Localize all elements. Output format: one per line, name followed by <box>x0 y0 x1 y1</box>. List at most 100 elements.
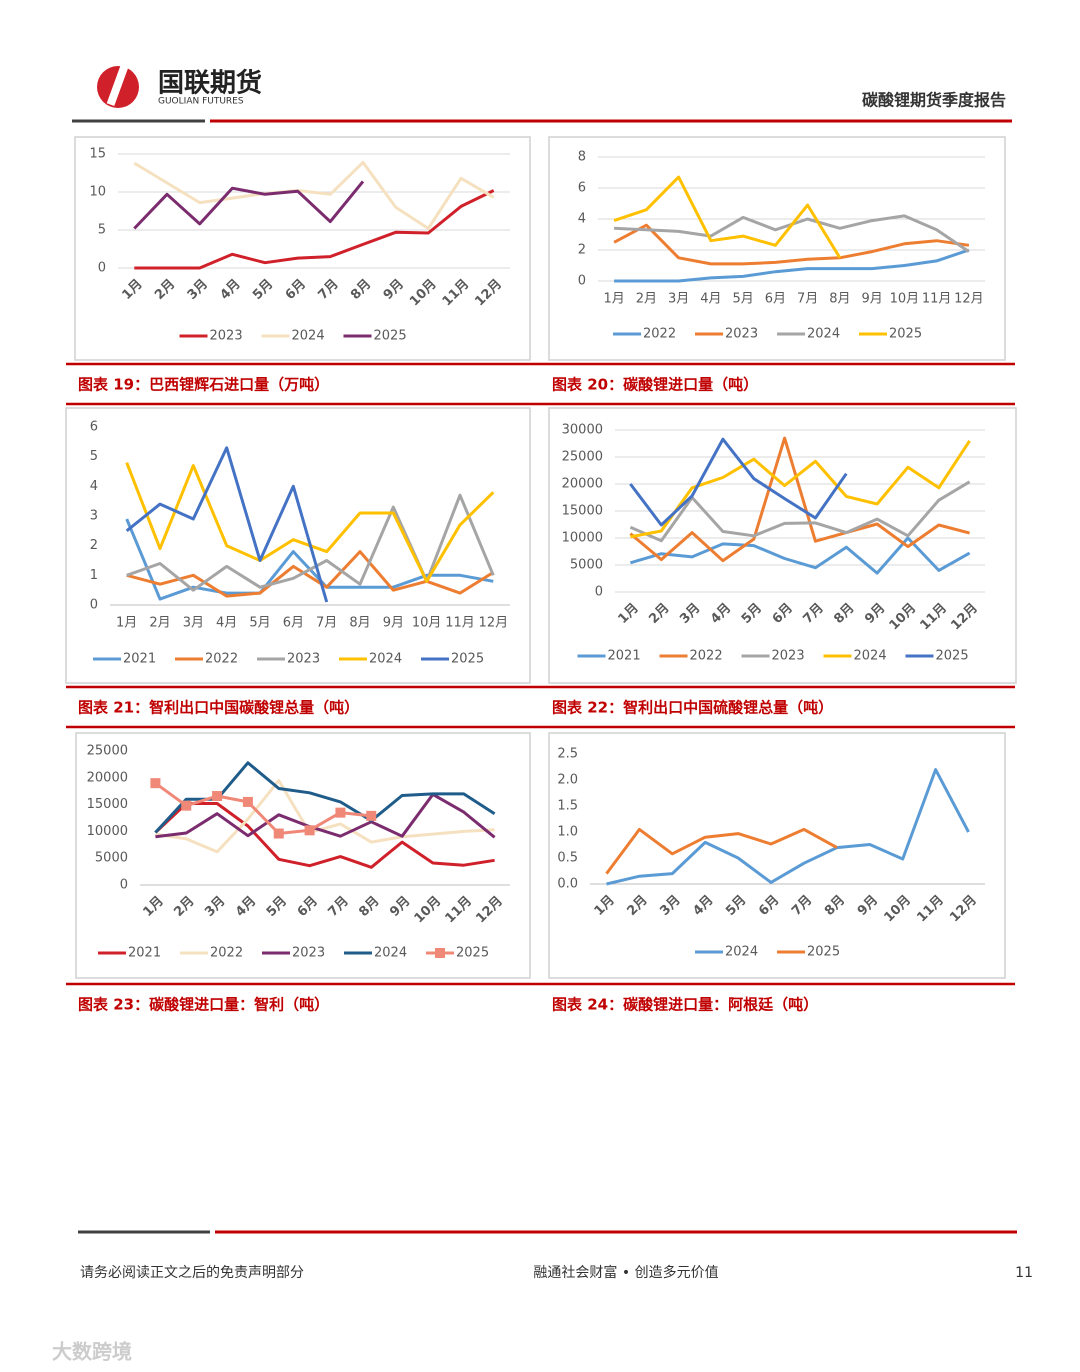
y-tick-label: 0.5 <box>557 851 578 866</box>
y-tick-label: 1.0 <box>557 825 578 840</box>
disclaimer: 请务必阅读正文之后的免责声明部分 <box>80 1264 304 1281</box>
y-tick-label: 6 <box>578 181 586 196</box>
x-tick-label: 1月 <box>603 292 624 307</box>
company-name-en: GUOLIAN FUTURES <box>158 97 244 107</box>
y-tick-label: 5 <box>90 449 98 464</box>
y-tick-label: 15000 <box>562 504 603 519</box>
x-tick-label: 11月 <box>445 616 475 631</box>
x-tick-label: 6月 <box>283 616 304 631</box>
y-tick-label: 0 <box>90 598 98 613</box>
chart-frame <box>548 407 1017 684</box>
x-tick-label: 4月 <box>216 616 237 631</box>
y-tick-label: 5 <box>98 223 106 238</box>
y-tick-label: 0 <box>120 878 128 893</box>
x-tick-label: 3月 <box>668 292 689 307</box>
legend-marker <box>435 948 445 958</box>
y-tick-label: 10000 <box>87 824 128 839</box>
caption: 图表 19：巴西锂辉石进口量（万吨） <box>78 376 329 394</box>
point <box>242 796 253 807</box>
series-line <box>629 480 971 543</box>
x-tick-label: 10月 <box>890 292 920 307</box>
x-tick-label: 9月 <box>383 616 404 631</box>
legend-label: 2022 <box>643 327 676 342</box>
caption: 图表 21：智利出口中国碳酸锂总量（吨） <box>78 699 359 717</box>
slogan: 融通社会财富 • 创造多元价值 <box>533 1264 718 1281</box>
x-tick-label: 12月 <box>954 292 984 307</box>
y-tick-label: 6 <box>90 420 98 435</box>
x-tick-label: 8月 <box>829 292 850 307</box>
series-line <box>629 436 970 563</box>
legend-label: 2021 <box>128 946 161 961</box>
y-tick-label: 3 <box>90 509 98 524</box>
y-tick-label: 0.0 <box>557 877 578 892</box>
chart-frame <box>548 136 1006 361</box>
x-tick-label: 3月 <box>183 616 204 631</box>
series-line <box>126 493 495 592</box>
y-tick-label: 10 <box>89 185 106 200</box>
y-tick-label: 30000 <box>562 423 603 438</box>
legend-label: 2022 <box>210 946 243 961</box>
report-title: 碳酸锂期货季度报告 <box>862 91 1006 110</box>
caption: 图表 24：碳酸锂进口量：阿根廷（吨） <box>552 996 818 1014</box>
y-tick-label: 25000 <box>87 744 128 759</box>
series-line <box>154 761 496 834</box>
caption: 图表 23：碳酸锂进口量：智利（吨） <box>78 996 329 1014</box>
series-line <box>154 802 495 869</box>
legend-label: 2024 <box>369 652 402 667</box>
series-line <box>154 781 372 835</box>
y-tick-label: 25000 <box>562 450 603 465</box>
point <box>273 828 284 839</box>
x-tick-label: 2月 <box>636 292 657 307</box>
series-line <box>134 189 495 270</box>
separators <box>66 362 1015 986</box>
x-tick-label: 10月 <box>412 616 442 631</box>
x-tick-label: 4月 <box>700 292 721 307</box>
logo-mark <box>106 61 130 107</box>
chart-frame <box>548 732 1006 979</box>
legend-label: 2025 <box>451 652 484 667</box>
point <box>150 778 161 789</box>
y-tick-label: 1.5 <box>557 799 578 814</box>
legend-label: 2025 <box>807 945 840 960</box>
legend-label: 2021 <box>608 649 641 664</box>
series-line <box>605 827 838 875</box>
series-line <box>606 768 970 886</box>
legend-label: 2023 <box>772 649 805 664</box>
y-tick-label: 20000 <box>87 770 128 785</box>
legend-label: 2023 <box>725 327 758 342</box>
y-tick-label: 2.0 <box>557 773 578 788</box>
company-name: 国联期货 <box>158 68 262 99</box>
chart-frame <box>65 407 531 684</box>
x-tick-label: 1月 <box>116 616 137 631</box>
legend-label: 2024 <box>725 945 758 960</box>
x-tick-label: 9月 <box>861 292 882 307</box>
series-line <box>155 792 496 839</box>
y-tick-label: 15 <box>89 147 106 162</box>
x-tick-label: 5月 <box>249 616 270 631</box>
series-line <box>614 248 970 283</box>
x-tick-label: 5月 <box>732 292 753 307</box>
legend-label: 2023 <box>287 652 320 667</box>
y-tick-label: 15000 <box>87 797 128 812</box>
chart-frame <box>75 732 531 979</box>
series-line <box>126 550 495 598</box>
x-tick-label: 11月 <box>922 292 952 307</box>
point <box>304 825 315 836</box>
y-tick-label: 0 <box>98 261 106 276</box>
series-line <box>629 437 848 527</box>
y-tick-label: 2 <box>90 538 98 553</box>
legend-label: 2024 <box>854 649 887 664</box>
point <box>366 810 377 821</box>
x-tick-label: 8月 <box>349 616 370 631</box>
point <box>335 807 346 818</box>
point <box>181 800 192 811</box>
legend-label: 2025 <box>889 327 922 342</box>
legend-label: 2024 <box>374 946 407 961</box>
y-tick-label: 2.5 <box>557 747 578 762</box>
y-tick-label: 0 <box>595 585 603 600</box>
x-tick-label: 6月 <box>765 292 786 307</box>
legend-label: 2021 <box>123 652 156 667</box>
y-tick-label: 4 <box>90 479 98 494</box>
legend-label: 2022 <box>205 652 238 667</box>
